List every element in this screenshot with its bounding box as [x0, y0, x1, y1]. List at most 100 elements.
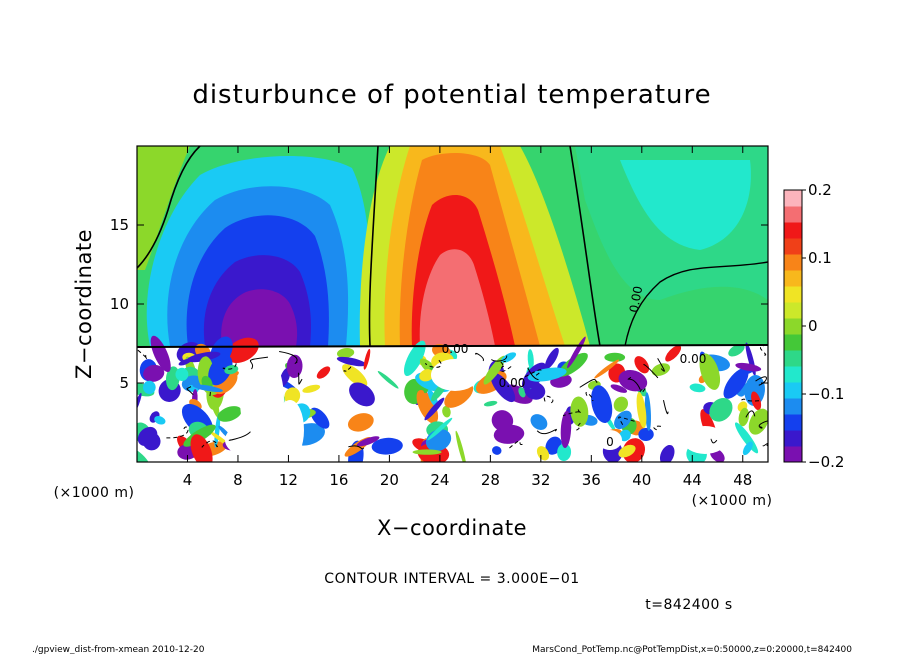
mixed-layer-blob — [224, 364, 239, 375]
contour-line — [643, 363, 659, 379]
mixed-layer-blob — [192, 384, 223, 393]
mixed-layer-blob — [636, 392, 647, 429]
mixed-layer-blob — [709, 397, 733, 422]
right-cool-core — [620, 160, 751, 250]
colorbar-segment — [784, 222, 802, 239]
mixed-layer-blob — [527, 367, 567, 382]
mixed-layer-blob — [143, 364, 165, 382]
left-warm-edge — [137, 146, 190, 270]
mixed-layer-blob — [591, 385, 613, 424]
mixed-layer-blob — [610, 384, 628, 393]
mixed-layer-gap — [598, 430, 622, 450]
mixed-layer-blob — [492, 446, 502, 455]
mixed-layer-blob — [143, 380, 156, 395]
colorbar-tick-label: 0.2 — [808, 181, 832, 199]
contour-zero-far-right — [624, 261, 768, 347]
mixed-layer-blob — [175, 367, 189, 381]
colorbar-tick-labels: 0.2 0.1 0 −0.1 −0.2 — [802, 181, 844, 471]
x-tick-label: 40 — [632, 471, 651, 489]
contour-line — [186, 386, 194, 396]
x-axis-title: X−coordinate — [377, 516, 527, 540]
mixed-layer-blob — [634, 356, 650, 374]
mixed-layer-blob — [442, 405, 451, 418]
contour-line — [653, 425, 663, 431]
mixed-layer-blob — [483, 355, 506, 385]
colorbar — [783, 189, 803, 463]
mixed-layer-blob — [403, 340, 426, 377]
x-tick-label: 20 — [380, 471, 399, 489]
mixed-layer-blob — [349, 382, 375, 407]
colorbar-segment — [784, 190, 802, 207]
contour-line — [222, 361, 237, 370]
mixed-layer-blob — [416, 390, 439, 424]
contour-line — [562, 409, 582, 417]
warm-lobe-peak — [419, 249, 495, 346]
heatmap-field — [137, 146, 768, 462]
colorbar-segment — [784, 206, 802, 223]
mixed-layer-blob — [226, 337, 259, 364]
mixed-layer-blob — [689, 383, 706, 393]
contour-line — [657, 358, 665, 372]
mixed-layer-blob — [377, 371, 399, 389]
mixed-layer-gap — [683, 426, 727, 454]
mixed-layer-blob — [742, 441, 753, 456]
contour-labels: 0.00 0.00 0.00 0.00 0 — [442, 285, 707, 449]
mixed-layer-blob — [613, 396, 629, 412]
contour-line — [585, 391, 594, 402]
mixed-layer-blob — [560, 410, 572, 449]
mixed-layer-blob — [557, 443, 572, 462]
mixed-layer-blob — [530, 414, 548, 430]
x-tick-label: 8 — [233, 471, 243, 489]
mixed-layer-gap — [431, 359, 479, 391]
mixed-layer-blob — [427, 417, 453, 441]
mixed-layer-blob — [619, 429, 631, 442]
x-tick-label: 48 — [733, 471, 752, 489]
contour-label: 0 — [606, 435, 614, 449]
mixed-layer-blobs — [137, 335, 768, 462]
colorbar-segment — [784, 398, 802, 415]
x-tick-label: 16 — [329, 471, 348, 489]
mixed-layer-blob — [544, 347, 559, 369]
y-axis-unit: (×1000 m) — [54, 485, 135, 501]
mixed-layer-blob — [208, 354, 233, 386]
mixed-layer-blob — [748, 408, 768, 435]
mixed-layer-blob — [594, 359, 620, 379]
mixed-layer-blob — [735, 362, 762, 372]
mixed-layer-blob — [444, 383, 474, 408]
colorbar-segment — [784, 318, 802, 335]
footer-right: MarsCond_PotTemp.nc@PotTempDist,x=0:5000… — [532, 645, 852, 654]
y-tick-label: 5 — [119, 374, 129, 392]
mixed-layer-blob — [363, 348, 371, 370]
mixed-layer-blob — [527, 349, 534, 370]
y-tick-label: 10 — [110, 295, 129, 313]
colorbar-tick-label: −0.2 — [808, 453, 844, 471]
contour-interface — [137, 344, 768, 348]
x-axis-ticks: 4 8 12 16 20 24 28 32 36 40 44 48 — [183, 146, 752, 489]
mixed-layer-blob — [336, 347, 355, 359]
contour-line — [249, 356, 269, 370]
chart-title: disturbunce of potential temperature — [192, 80, 711, 110]
contour-line — [516, 369, 542, 382]
mixed-layer-blob — [665, 345, 682, 362]
mixed-layer-blob — [302, 384, 321, 393]
mixed-layer-blob — [651, 363, 671, 376]
mixed-layer-blob — [501, 352, 517, 363]
contour-line — [201, 440, 218, 448]
contour-line — [536, 428, 557, 435]
contour-line — [576, 422, 581, 431]
mixed-layer-blob — [455, 430, 467, 462]
x-tick-label: 24 — [430, 471, 449, 489]
x-tick-label: 12 — [279, 471, 298, 489]
mixed-layer-blob — [412, 449, 442, 455]
y-axis-title: Z−coordinate — [72, 229, 96, 379]
contour-line — [209, 390, 211, 397]
mixed-layer-blob — [699, 353, 721, 390]
mixed-layer-blob — [518, 387, 526, 398]
y-axis-ticks: 5 10 15 — [110, 216, 768, 392]
contour-line — [137, 348, 148, 360]
mixed-layer-blob — [424, 397, 445, 421]
colorbar-tick-label: 0 — [808, 317, 818, 335]
mixed-layer-blob — [371, 437, 403, 455]
colorbar-segment — [784, 254, 802, 271]
contour-zero-middle — [368, 146, 379, 347]
